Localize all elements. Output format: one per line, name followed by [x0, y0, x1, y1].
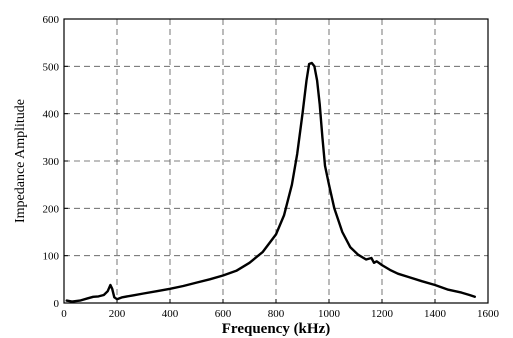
y-tick-label: 200 [43, 203, 60, 215]
x-tick-label: 0 [61, 308, 67, 320]
x-tick-label: 1200 [371, 308, 394, 320]
axis-ticks: 0 200 400 600 800 1000 1200 1400 1600 0 100 200 300 4… [43, 14, 500, 320]
grid-lines [64, 19, 488, 303]
x-tick-label: 1000 [318, 308, 341, 320]
x-tick-label: 600 [215, 308, 232, 320]
y-tick-label: 400 [43, 109, 60, 121]
y-tick-label: 500 [43, 61, 60, 73]
series-line-0 [65, 61, 476, 303]
y-tick-label: 100 [43, 251, 60, 263]
x-tick-label: 200 [109, 308, 126, 320]
x-tick-label: 1400 [424, 308, 447, 320]
x-tick-label: 1600 [477, 308, 500, 320]
y-tick-label: 300 [43, 156, 60, 168]
x-tick-label: 400 [162, 308, 179, 320]
plot-area [65, 61, 476, 303]
y-tick-label: 600 [43, 14, 60, 26]
y-tick-label: 0 [54, 298, 60, 310]
y-axis-label: Impedance Amplitude [13, 99, 28, 223]
x-tick-label: 800 [268, 308, 285, 320]
x-axis-label: Frequency (kHz) [222, 321, 330, 337]
